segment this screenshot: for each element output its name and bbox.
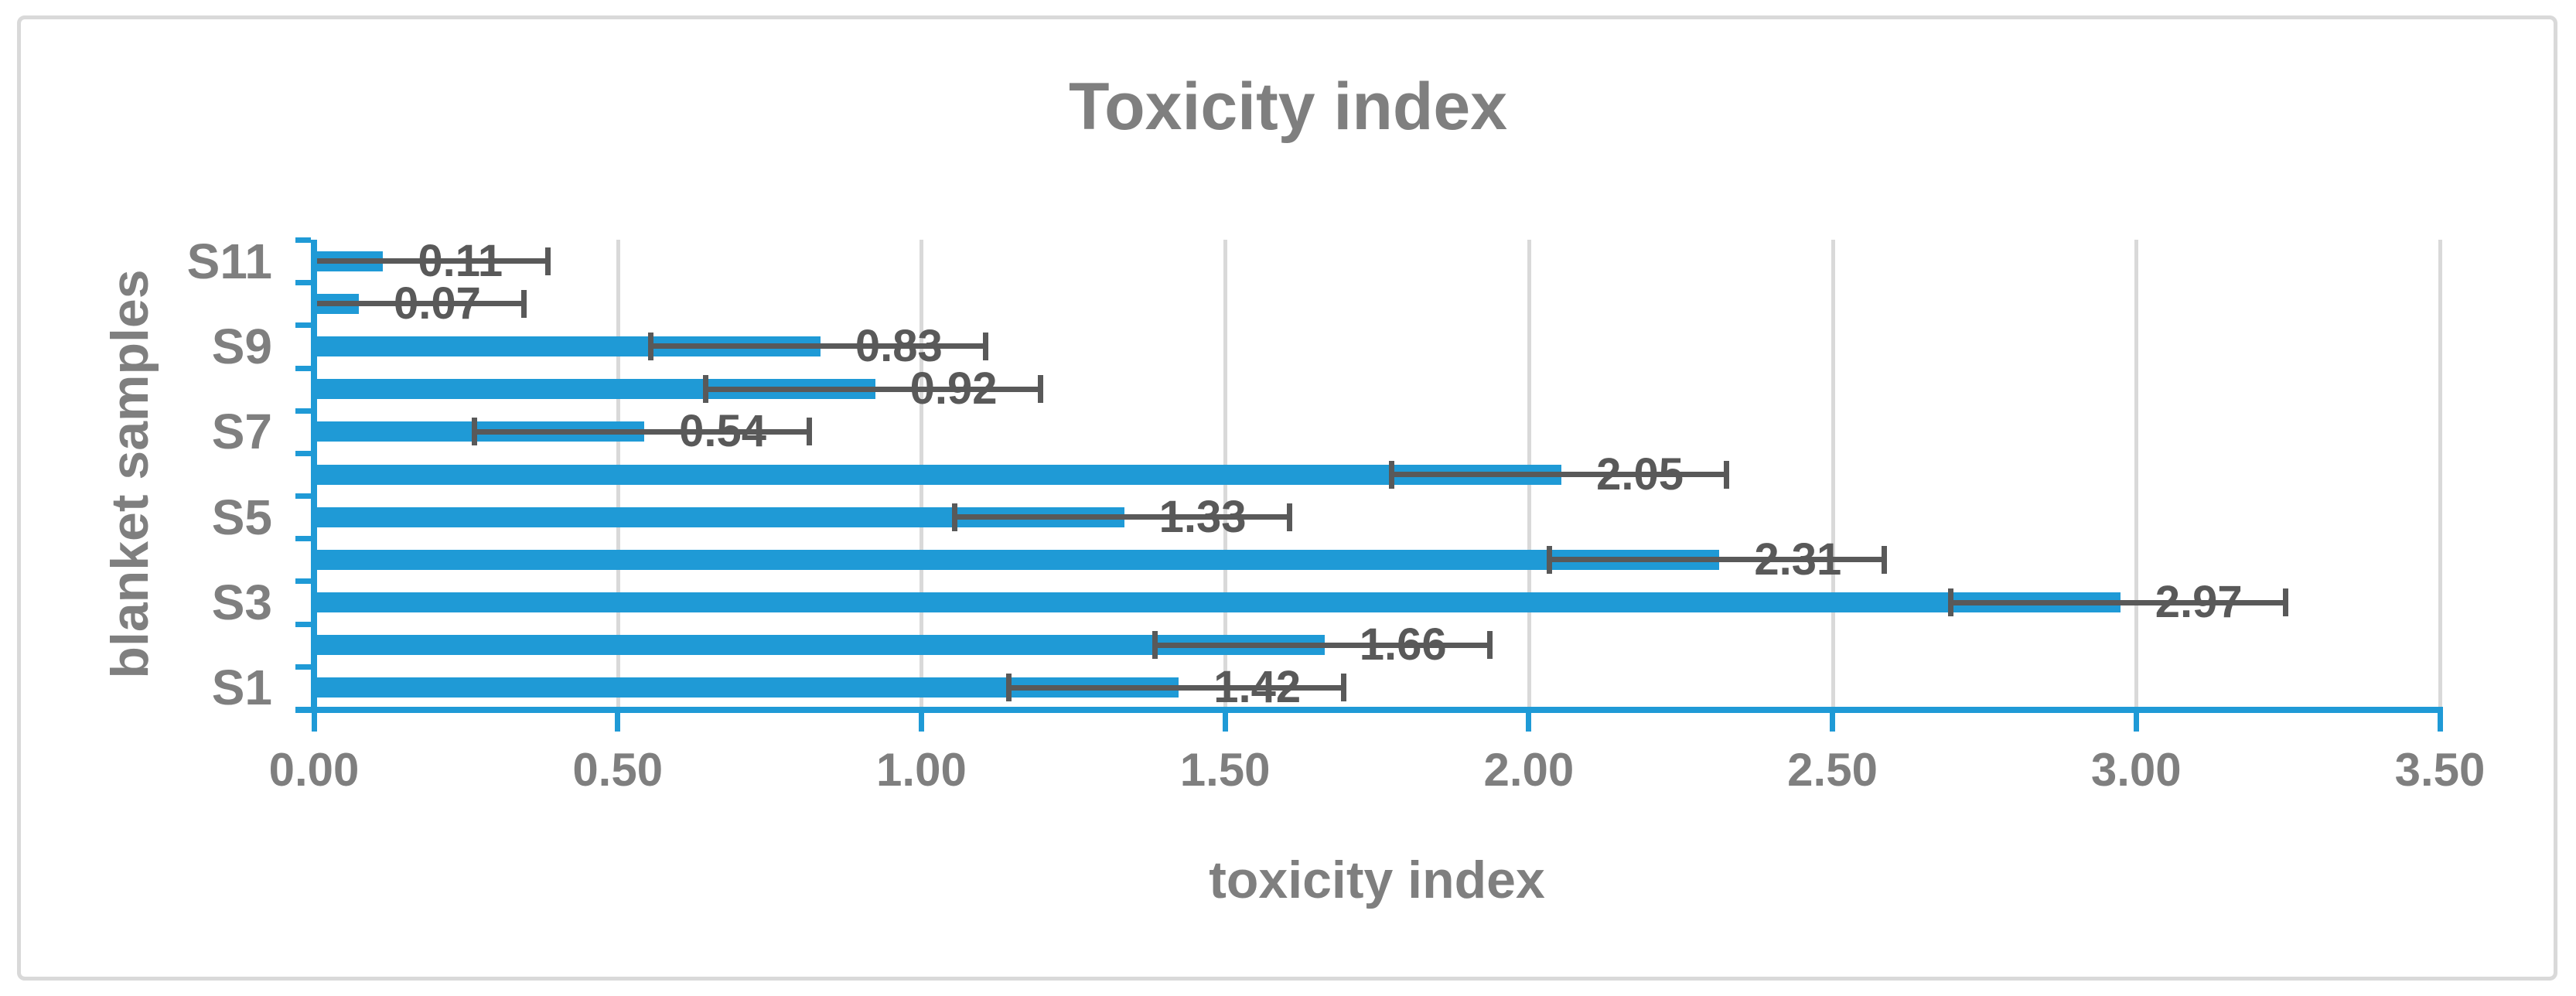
data-label: 2.05	[1596, 449, 1684, 500]
error-bar-left-cap	[1389, 460, 1395, 489]
error-bar-right-cap	[1486, 631, 1493, 660]
error-bar-left-cap	[702, 375, 708, 404]
x-tick-label: 2.00	[1483, 744, 1575, 796]
error-bar-right-cap	[807, 418, 813, 446]
error-bar-left-cap	[1547, 545, 1553, 574]
x-axis-tick	[1526, 713, 1532, 732]
bar	[316, 592, 2121, 613]
error-bar-right-cap	[1286, 503, 1292, 531]
error-bar-right-cap	[1037, 375, 1043, 404]
error-bar-line	[1389, 472, 1730, 477]
category-label: S3	[211, 575, 272, 631]
bar	[316, 549, 1720, 570]
data-label: 0.92	[909, 363, 998, 414]
data-label: 2.97	[2155, 577, 2243, 628]
y-axis-line	[311, 240, 317, 712]
y-axis-tick	[295, 408, 311, 414]
x-axis-tick	[2437, 713, 2443, 732]
x-tick-label: 3.00	[2090, 744, 2182, 796]
category-label: S5	[211, 489, 272, 545]
x-tick-label: 0.00	[268, 744, 360, 796]
error-bar-right-cap	[520, 289, 527, 318]
error-bar-line	[314, 258, 551, 264]
x-tick-label: 3.50	[2394, 744, 2486, 796]
x-tick-label: 1.50	[1179, 744, 1271, 796]
error-bar-line	[472, 428, 813, 435]
y-axis-title: blanket samples	[101, 269, 159, 679]
data-label: 1.66	[1359, 619, 1447, 670]
error-bar-left-cap	[1947, 588, 1953, 617]
y-axis-tick	[295, 322, 311, 329]
category-label: S9	[211, 318, 272, 374]
error-bar-right-cap	[1724, 460, 1730, 489]
x-axis-tick	[311, 713, 317, 732]
error-bar-right-cap	[982, 332, 988, 360]
y-axis-tick	[295, 663, 311, 670]
data-label: 0.07	[393, 278, 481, 329]
x-axis-tick	[615, 713, 621, 732]
error-bar-line	[951, 514, 1292, 520]
gridline	[2134, 240, 2139, 709]
chart-title: Toxicity index	[1068, 70, 1508, 144]
chart-border	[17, 15, 2557, 981]
category-label: S1	[211, 660, 272, 716]
data-label: 0.83	[855, 320, 943, 371]
data-label: 0.54	[679, 406, 767, 457]
error-bar-left-cap	[1006, 674, 1012, 702]
error-bar-left-cap	[647, 332, 653, 360]
y-axis-tick	[295, 237, 311, 243]
data-label: 0.11	[418, 235, 503, 286]
x-axis-tick	[1222, 713, 1228, 732]
bar	[316, 464, 1562, 485]
error-bar-line	[647, 343, 988, 350]
y-axis-tick	[295, 493, 311, 500]
x-axis-tick	[1830, 713, 1836, 732]
error-bar-line	[702, 386, 1043, 392]
error-bar-right-cap	[1341, 674, 1347, 702]
x-tick-label: 1.00	[876, 744, 967, 796]
error-bar-line	[1152, 642, 1493, 648]
x-axis-tick	[2133, 713, 2139, 732]
data-label: 1.42	[1213, 662, 1302, 713]
x-axis-line	[295, 707, 2443, 713]
error-bar-line	[1006, 684, 1347, 691]
y-axis-tick	[295, 450, 311, 456]
gridline	[1830, 240, 1835, 709]
y-axis-tick	[295, 578, 311, 585]
y-axis-tick	[295, 621, 311, 627]
error-bar-left-cap	[1152, 631, 1158, 660]
error-bar-left-cap	[951, 503, 957, 531]
error-bar-right-cap	[2282, 588, 2288, 617]
y-axis-tick	[295, 280, 311, 286]
error-bar-line	[314, 301, 527, 307]
error-bar-line	[1547, 557, 1888, 563]
x-axis-tick	[918, 713, 924, 732]
category-label: S11	[186, 233, 272, 289]
error-bar-right-cap	[545, 247, 551, 275]
x-tick-label: 2.50	[1787, 744, 1878, 796]
error-bar-line	[1947, 599, 2288, 605]
category-label: S7	[211, 404, 272, 460]
gridline	[2438, 240, 2442, 709]
data-label: 2.31	[1754, 534, 1842, 585]
x-tick-label: 0.50	[572, 744, 664, 796]
error-bar-right-cap	[1882, 545, 1888, 574]
data-label: 1.33	[1158, 491, 1247, 542]
y-axis-tick	[295, 365, 311, 371]
x-axis-title: toxicity index	[1209, 851, 1545, 909]
error-bar-left-cap	[472, 418, 478, 446]
y-axis-tick	[295, 536, 311, 542]
